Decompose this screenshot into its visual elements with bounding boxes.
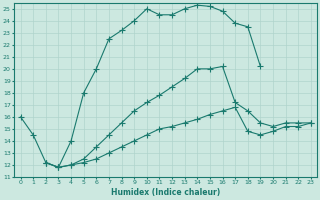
X-axis label: Humidex (Indice chaleur): Humidex (Indice chaleur) <box>111 188 220 197</box>
